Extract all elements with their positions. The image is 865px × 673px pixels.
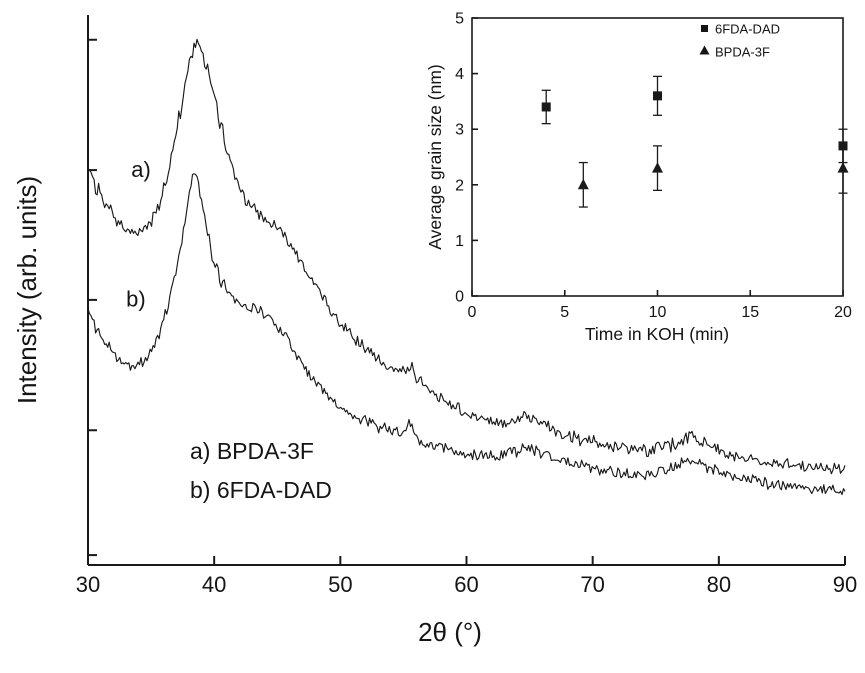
annotation-curve-b: b) 6FDA-DAD xyxy=(190,477,332,503)
square-marker xyxy=(541,102,551,112)
x-tick-label: 70 xyxy=(580,572,604,597)
xrd-plot: 30 40 50 60 70 80 90a)b) xyxy=(76,15,857,597)
x-tick-label: 50 xyxy=(328,572,352,597)
inset-x-tick-label: 0 xyxy=(468,304,477,321)
inset-x-tick-label: 15 xyxy=(741,304,759,321)
inset-x-axis-title: Time in KOH (min) xyxy=(585,324,729,344)
inset-y-tick-label: 1 xyxy=(455,233,464,250)
legend-square-icon xyxy=(701,25,708,32)
inset-legend: 6FDA-DAD BPDA-3F xyxy=(699,22,780,60)
x-tick-label: 60 xyxy=(454,572,478,597)
x-axis-title: 2θ (°) xyxy=(418,617,482,647)
inset-x-tick-label: 5 xyxy=(560,304,569,321)
y-axis-title: Intensity (arb. units) xyxy=(12,176,42,404)
data-point-6fda-dad xyxy=(541,89,551,125)
legend-triangle-icon xyxy=(699,45,710,55)
inset-y-tick-label: 0 xyxy=(455,289,464,306)
curve-label-a: a) xyxy=(131,157,151,182)
triangle-marker xyxy=(837,162,849,173)
xrd-curve-b xyxy=(87,173,846,496)
data-point-bpda-3f xyxy=(577,161,589,208)
x-tick-label: 40 xyxy=(202,572,226,597)
square-marker xyxy=(653,91,662,101)
annotation-curve-a: a) BPDA-3F xyxy=(190,438,314,464)
inset-y-tick-label: 5 xyxy=(455,11,464,28)
curve-label-b: b) xyxy=(126,286,146,311)
legend-label-6fda-dad: 6FDA-DAD xyxy=(715,22,780,37)
inset-y-tick-label: 2 xyxy=(455,177,464,194)
xrd-curve-a xyxy=(87,38,846,475)
data-point-bpda-3f xyxy=(652,145,663,192)
legend-label-bpda-3f: BPDA-3F xyxy=(715,45,770,60)
x-tick-label: 90 xyxy=(833,572,857,597)
inset-y-tick-label: 3 xyxy=(455,122,464,139)
inset-plot: 0 5 10 15 20 0 1 2 3 4 5 xyxy=(455,11,852,322)
inset-y-axis-title: Average grain size (nm) xyxy=(425,64,445,249)
x-tick-label: 80 xyxy=(707,572,731,597)
x-tick-label: 30 xyxy=(76,572,100,597)
inset-x-tick-label: 10 xyxy=(649,304,667,321)
inset-x-tick-label: 20 xyxy=(834,304,852,321)
data-point-bpda-3f xyxy=(837,142,849,194)
triangle-marker xyxy=(652,162,663,173)
triangle-marker xyxy=(577,178,589,190)
data-point-6fda-dad xyxy=(653,75,662,116)
inset-y-tick-label: 4 xyxy=(455,66,464,83)
